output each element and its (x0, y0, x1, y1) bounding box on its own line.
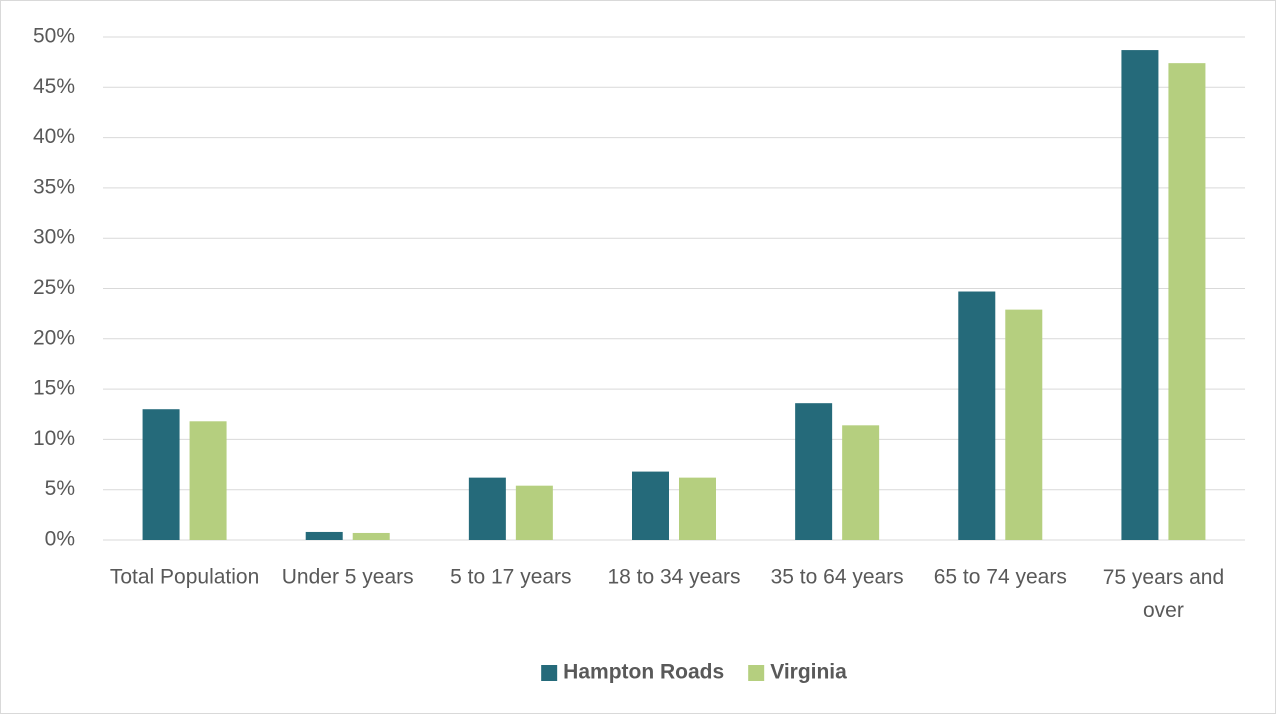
bar (842, 425, 880, 540)
y-tick-label: 0% (45, 528, 75, 551)
x-tick-label: 5 to 17 years (450, 566, 571, 589)
y-tick-label: 10% (33, 427, 75, 450)
x-tick-label: 35 to 64 years (771, 566, 904, 589)
bar (1168, 63, 1206, 540)
bar (1121, 50, 1159, 540)
bar (632, 471, 669, 540)
bar (142, 409, 180, 540)
legend-swatch (748, 665, 765, 681)
y-tick-label: 25% (33, 276, 75, 299)
y-tick-label: 35% (33, 175, 75, 198)
bar (468, 477, 506, 540)
bar (958, 291, 996, 540)
legend-item: Virginia (748, 661, 847, 684)
x-tick-label: 18 to 34 years (607, 566, 740, 589)
x-tick-label: Under 5 years (282, 566, 414, 589)
y-tick-label: 15% (33, 377, 75, 400)
y-tick-label: 40% (33, 125, 75, 148)
y-tick-label: 30% (33, 226, 75, 249)
bar (352, 532, 390, 540)
y-tick-label: 50% (33, 25, 75, 48)
bar (189, 421, 227, 540)
x-tick-label: Total Population (110, 566, 259, 589)
legend-swatch (541, 665, 558, 681)
bar (679, 477, 716, 540)
y-tick-label: 45% (33, 75, 75, 98)
legend-text: Hampton Roads (563, 661, 724, 684)
x-tick-label: 75 years and over (1103, 566, 1224, 622)
y-tick-label: 5% (45, 477, 75, 500)
bar (305, 531, 343, 540)
x-tick-label: 65 to 74 years (934, 566, 1067, 589)
legend-text: Virginia (770, 661, 847, 684)
legend-item: Hampton Roads (541, 661, 724, 684)
bar (795, 403, 833, 540)
bar (1005, 309, 1043, 540)
x-tick-label-line: 75 years and (1103, 566, 1224, 589)
x-tick-label-line: over (1143, 599, 1184, 622)
y-tick-label: 20% (33, 326, 75, 349)
bar (515, 485, 553, 540)
